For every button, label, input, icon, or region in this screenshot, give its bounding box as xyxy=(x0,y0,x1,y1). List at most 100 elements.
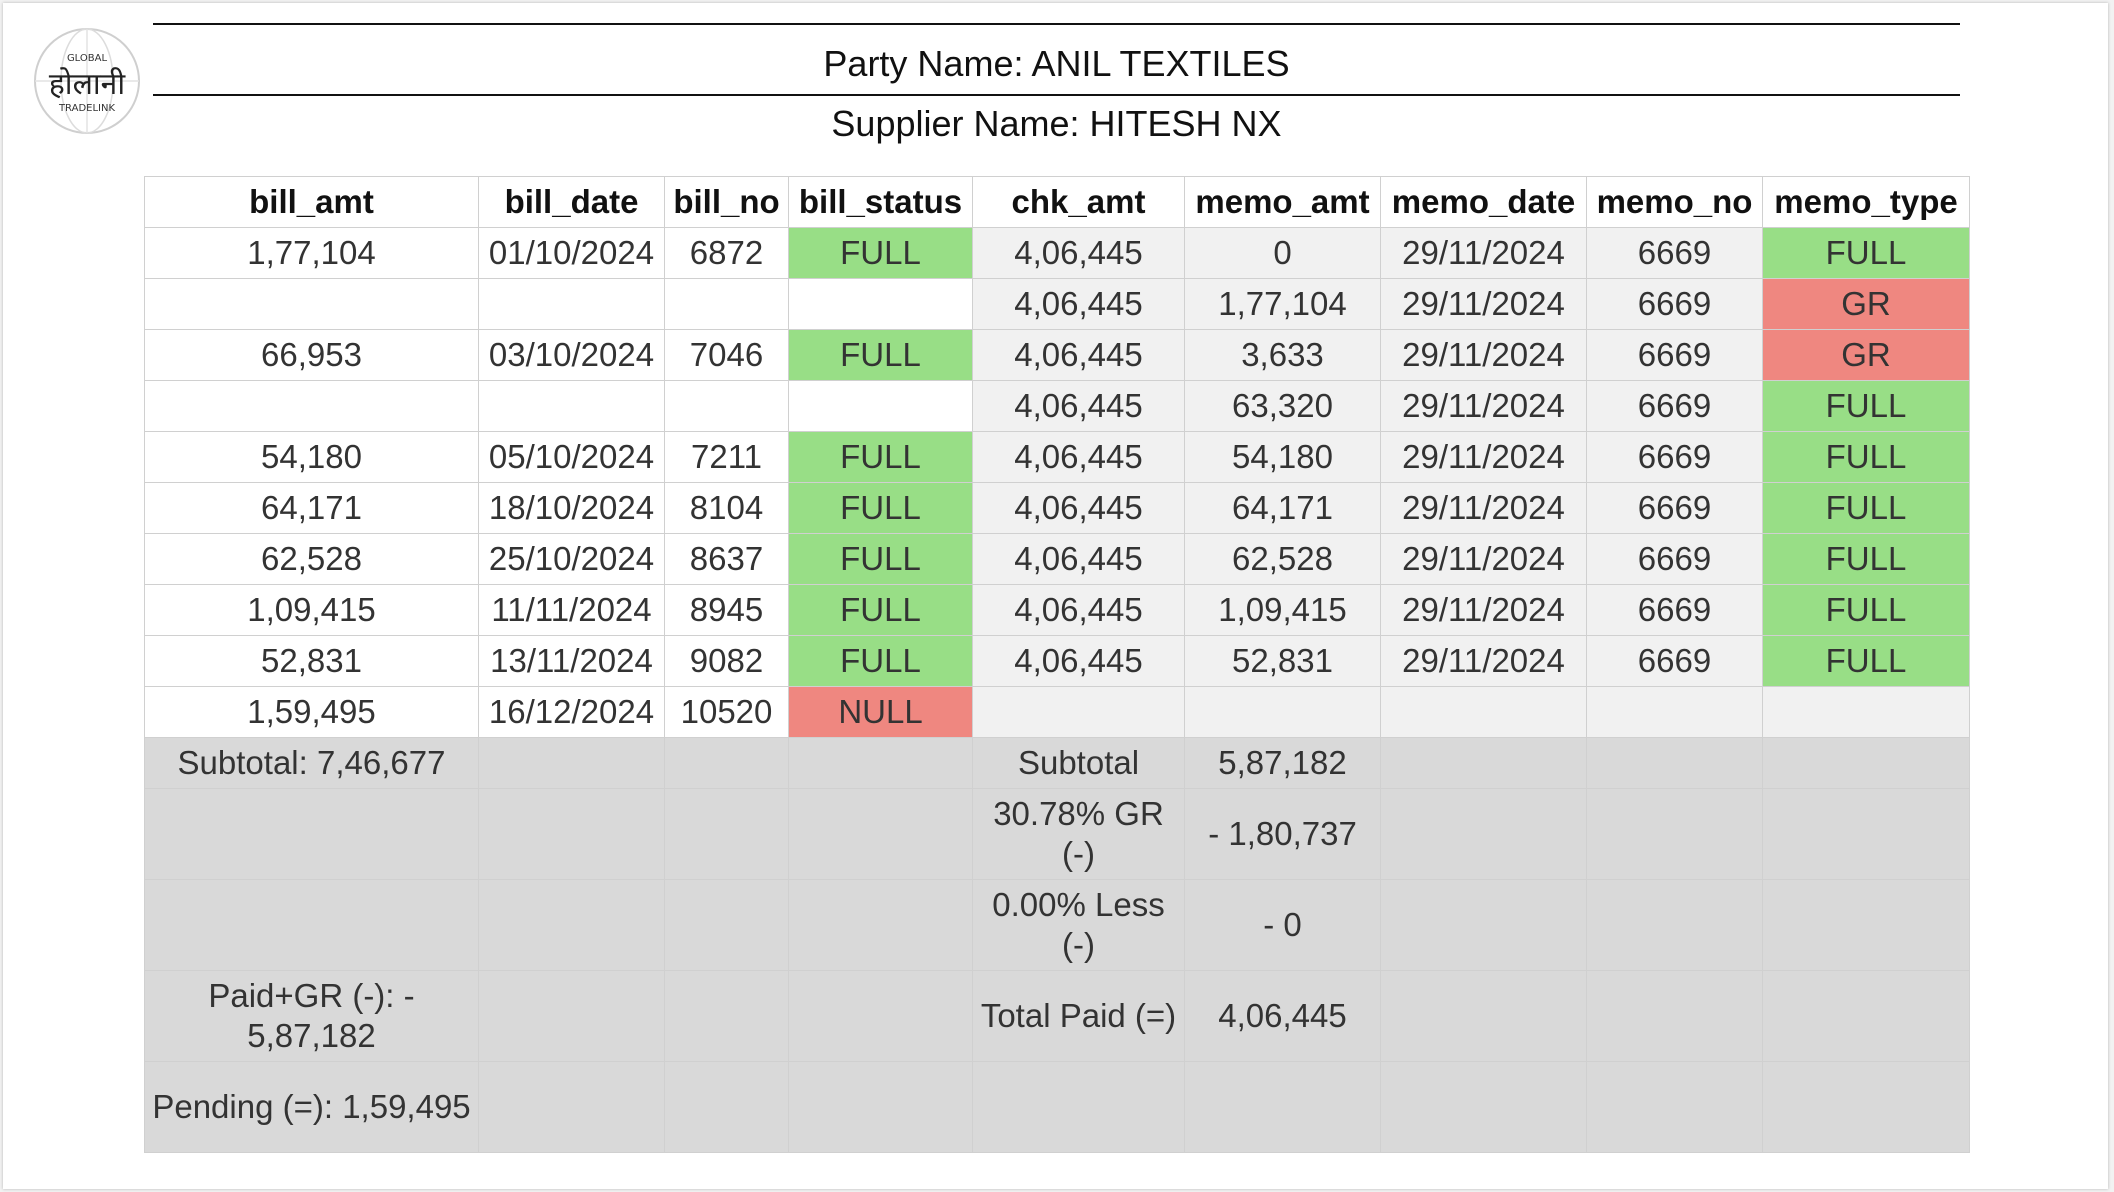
memo-type-cell xyxy=(1762,686,1970,738)
bill-status-cell: FULL xyxy=(788,533,973,585)
summary-empty-cell xyxy=(478,970,665,1062)
memo-type-cell: GR xyxy=(1762,278,1970,330)
summary-empty-cell xyxy=(788,970,973,1062)
chk-amt-cell: 4,06,445 xyxy=(972,533,1185,585)
bill-no-cell: 8637 xyxy=(664,533,789,585)
bill-status-cell xyxy=(788,278,973,330)
summary-value-cell: 5,87,182 xyxy=(1184,737,1381,789)
memo-type-cell: FULL xyxy=(1762,227,1970,279)
bill-amt-cell: 1,09,415 xyxy=(144,584,479,636)
summary-empty-cell xyxy=(1380,788,1587,880)
summary-empty-cell xyxy=(1762,1061,1970,1153)
chk-amt-cell: 4,06,445 xyxy=(972,380,1185,432)
bill-status-cell: FULL xyxy=(788,329,973,381)
bill-amt-cell: 66,953 xyxy=(144,329,479,381)
summary-value-cell: - 0 xyxy=(1184,879,1381,971)
table-row: 64,171 18/10/2024 8104 FULL 4,06,445 64,… xyxy=(144,482,1970,534)
memo-type-cell: FULL xyxy=(1762,482,1970,534)
memo-date-cell: 29/11/2024 xyxy=(1380,635,1587,687)
memo-type-cell: FULL xyxy=(1762,584,1970,636)
summary-label-cell: Total Paid (=) xyxy=(972,970,1185,1062)
memo-date-cell: 29/11/2024 xyxy=(1380,278,1587,330)
summary-label-cell: Subtotal xyxy=(972,737,1185,789)
global-tradelink-logo: GLOBAL होलानी TRADELINK xyxy=(34,28,140,134)
memo-type-cell: FULL xyxy=(1762,533,1970,585)
memo-date-cell xyxy=(1380,686,1587,738)
memo-amt-cell: 3,633 xyxy=(1184,329,1381,381)
memo-amt-cell: 64,171 xyxy=(1184,482,1381,534)
memo-date-cell: 29/11/2024 xyxy=(1380,431,1587,483)
bill-amt-cell xyxy=(144,380,479,432)
summary-empty-cell xyxy=(788,737,973,789)
memo-date-cell: 29/11/2024 xyxy=(1380,584,1587,636)
bill-status-cell: NULL xyxy=(788,686,973,738)
report-page: GLOBAL होलानी TRADELINK Party Name: ANIL… xyxy=(3,3,2108,1189)
bill-amt-cell: 64,171 xyxy=(144,482,479,534)
chk-amt-cell: 4,06,445 xyxy=(972,431,1185,483)
table-row: 4,06,445 63,320 29/11/2024 6669 FULL xyxy=(144,380,1970,432)
memo-type-cell: GR xyxy=(1762,329,1970,381)
summary-row-subtotal: Subtotal: 7,46,677 Subtotal 5,87,182 xyxy=(144,737,1970,789)
summary-empty-cell xyxy=(1762,737,1970,789)
col-header-memo-date: memo_date xyxy=(1380,176,1587,228)
table-row: 4,06,445 1,77,104 29/11/2024 6669 GR xyxy=(144,278,1970,330)
memo-no-cell: 6669 xyxy=(1586,329,1763,381)
col-header-bill-no: bill_no xyxy=(664,176,789,228)
summary-empty-cell xyxy=(1380,737,1587,789)
bill-status-cell: FULL xyxy=(788,482,973,534)
bill-status-cell: FULL xyxy=(788,584,973,636)
table-row: 52,831 13/11/2024 9082 FULL 4,06,445 52,… xyxy=(144,635,1970,687)
summary-empty-cell xyxy=(664,788,789,880)
bill-no-cell xyxy=(664,278,789,330)
memo-amt-cell: 1,77,104 xyxy=(1184,278,1381,330)
bill-date-cell: 05/10/2024 xyxy=(478,431,665,483)
bill-status-cell xyxy=(788,380,973,432)
bill-date-cell xyxy=(478,380,665,432)
summary-empty-cell xyxy=(1380,879,1587,971)
memo-type-cell: FULL xyxy=(1762,380,1970,432)
summary-empty-cell xyxy=(478,879,665,971)
ledger-table: bill_amt bill_date bill_no bill_status c… xyxy=(144,176,1970,1153)
summary-empty-cell xyxy=(478,788,665,880)
logo-top-text: GLOBAL xyxy=(67,53,108,64)
memo-no-cell: 6669 xyxy=(1586,227,1763,279)
chk-amt-cell: 4,06,445 xyxy=(972,278,1185,330)
memo-type-cell: FULL xyxy=(1762,635,1970,687)
bill-date-cell: 16/12/2024 xyxy=(478,686,665,738)
summary-empty-cell xyxy=(1762,970,1970,1062)
bill-date-cell: 25/10/2024 xyxy=(478,533,665,585)
summary-empty-cell xyxy=(788,1061,973,1153)
col-header-bill-date: bill_date xyxy=(478,176,665,228)
bill-no-cell: 8945 xyxy=(664,584,789,636)
memo-date-cell: 29/11/2024 xyxy=(1380,329,1587,381)
summary-empty-cell xyxy=(1586,970,1763,1062)
bill-amt-cell xyxy=(144,278,479,330)
chk-amt-cell xyxy=(972,686,1185,738)
bill-date-cell: 18/10/2024 xyxy=(478,482,665,534)
summary-left-cell xyxy=(144,879,479,971)
bill-status-cell: FULL xyxy=(788,227,973,279)
memo-no-cell: 6669 xyxy=(1586,380,1763,432)
bill-date-cell: 11/11/2024 xyxy=(478,584,665,636)
summary-left-cell: Pending (=): 1,59,495 xyxy=(144,1061,479,1153)
summary-empty-cell xyxy=(664,970,789,1062)
bill-no-cell: 9082 xyxy=(664,635,789,687)
memo-date-cell: 29/11/2024 xyxy=(1380,533,1587,585)
summary-empty-cell xyxy=(1586,737,1763,789)
summary-empty-cell xyxy=(788,788,973,880)
bill-amt-cell: 62,528 xyxy=(144,533,479,585)
col-header-bill-status: bill_status xyxy=(788,176,973,228)
summary-empty-cell xyxy=(1762,788,1970,880)
memo-no-cell: 6669 xyxy=(1586,431,1763,483)
summary-value-cell: - 1,80,737 xyxy=(1184,788,1381,880)
header-top-rule xyxy=(153,23,1960,25)
bill-status-cell: FULL xyxy=(788,431,973,483)
summary-empty-cell xyxy=(478,737,665,789)
memo-no-cell: 6669 xyxy=(1586,482,1763,534)
header-row: bill_amt bill_date bill_no bill_status c… xyxy=(144,176,1970,228)
bill-amt-cell: 52,831 xyxy=(144,635,479,687)
memo-no-cell xyxy=(1586,686,1763,738)
memo-type-cell: FULL xyxy=(1762,431,1970,483)
bill-no-cell: 7046 xyxy=(664,329,789,381)
summary-label-cell xyxy=(972,1061,1185,1153)
